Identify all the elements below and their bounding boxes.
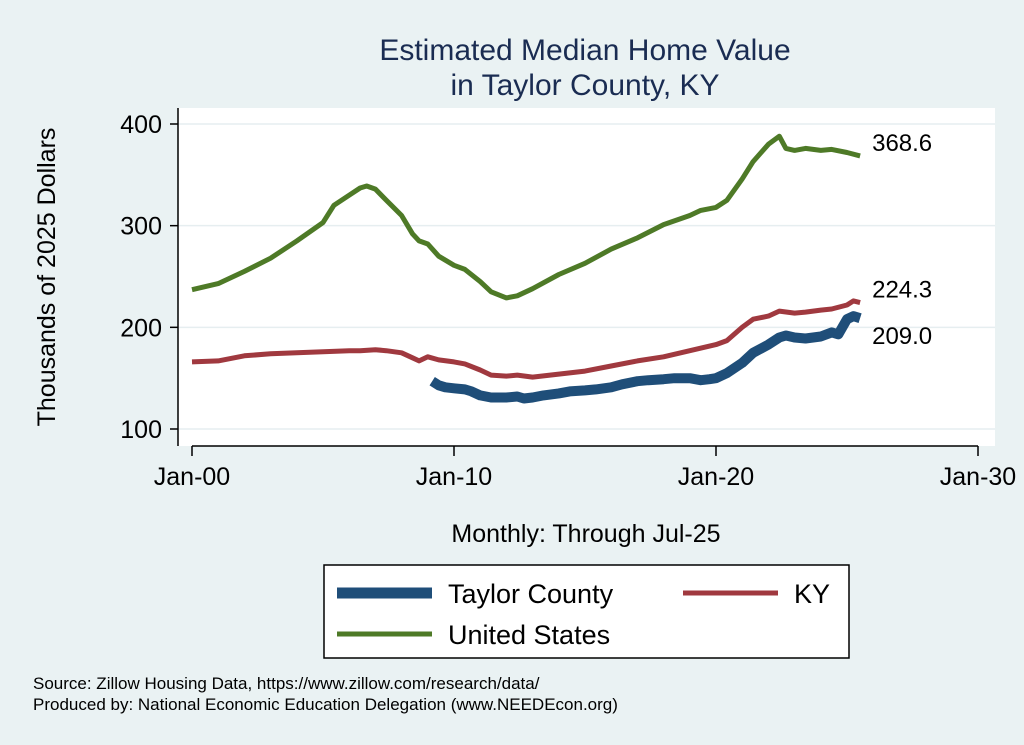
- chart-title-line-1: Estimated Median Home Value: [379, 34, 790, 67]
- chart-title-line-2: in Taylor County, KY: [450, 69, 719, 102]
- producer-note: Produced by: National Economic Education…: [33, 695, 618, 714]
- x-tick-label-Jan-30: Jan-30: [940, 463, 1016, 491]
- end-label-united-states: 368.6: [872, 130, 932, 157]
- y-tick-label-200: 200: [120, 314, 162, 342]
- grid-layer: [178, 123, 995, 430]
- series-layer: [191, 133, 862, 404]
- x-tick-label-Jan-20: Jan-20: [678, 463, 754, 491]
- series-line-ky: [191, 298, 861, 380]
- series-line-united-states: [191, 133, 861, 301]
- x-tick-label-Jan-00: Jan-00: [154, 463, 230, 491]
- legend-label-taylor-county: Taylor County: [448, 579, 614, 609]
- axis-layer: 100 200 300 400 Jan-00 Jan-10 Jan-20 Jan-30: [120, 108, 1016, 491]
- y-tick-label-300: 300: [120, 213, 162, 241]
- y-tick-label-400: 400: [120, 111, 162, 139]
- end-label-layer: 209.0 224.3 368.6: [872, 130, 932, 350]
- y-axis-title: Thousands of 2025 Dollars: [33, 128, 61, 427]
- source-note: Source: Zillow Housing Data, https://www…: [33, 674, 540, 693]
- x-tick-label-Jan-10: Jan-10: [416, 463, 492, 491]
- end-label-taylor-county: 209.0: [872, 323, 932, 350]
- series-line-taylor-county: [429, 311, 862, 404]
- legend-label-united-states: United States: [448, 620, 610, 650]
- x-axis-title: Monthly: Through Jul-25: [451, 520, 720, 548]
- legend: Taylor County KY United States: [323, 564, 850, 659]
- legend-label-ky: KY: [794, 579, 830, 609]
- end-label-ky: 224.3: [872, 277, 932, 304]
- legend-box: [323, 564, 850, 659]
- y-tick-label-100: 100: [120, 416, 162, 444]
